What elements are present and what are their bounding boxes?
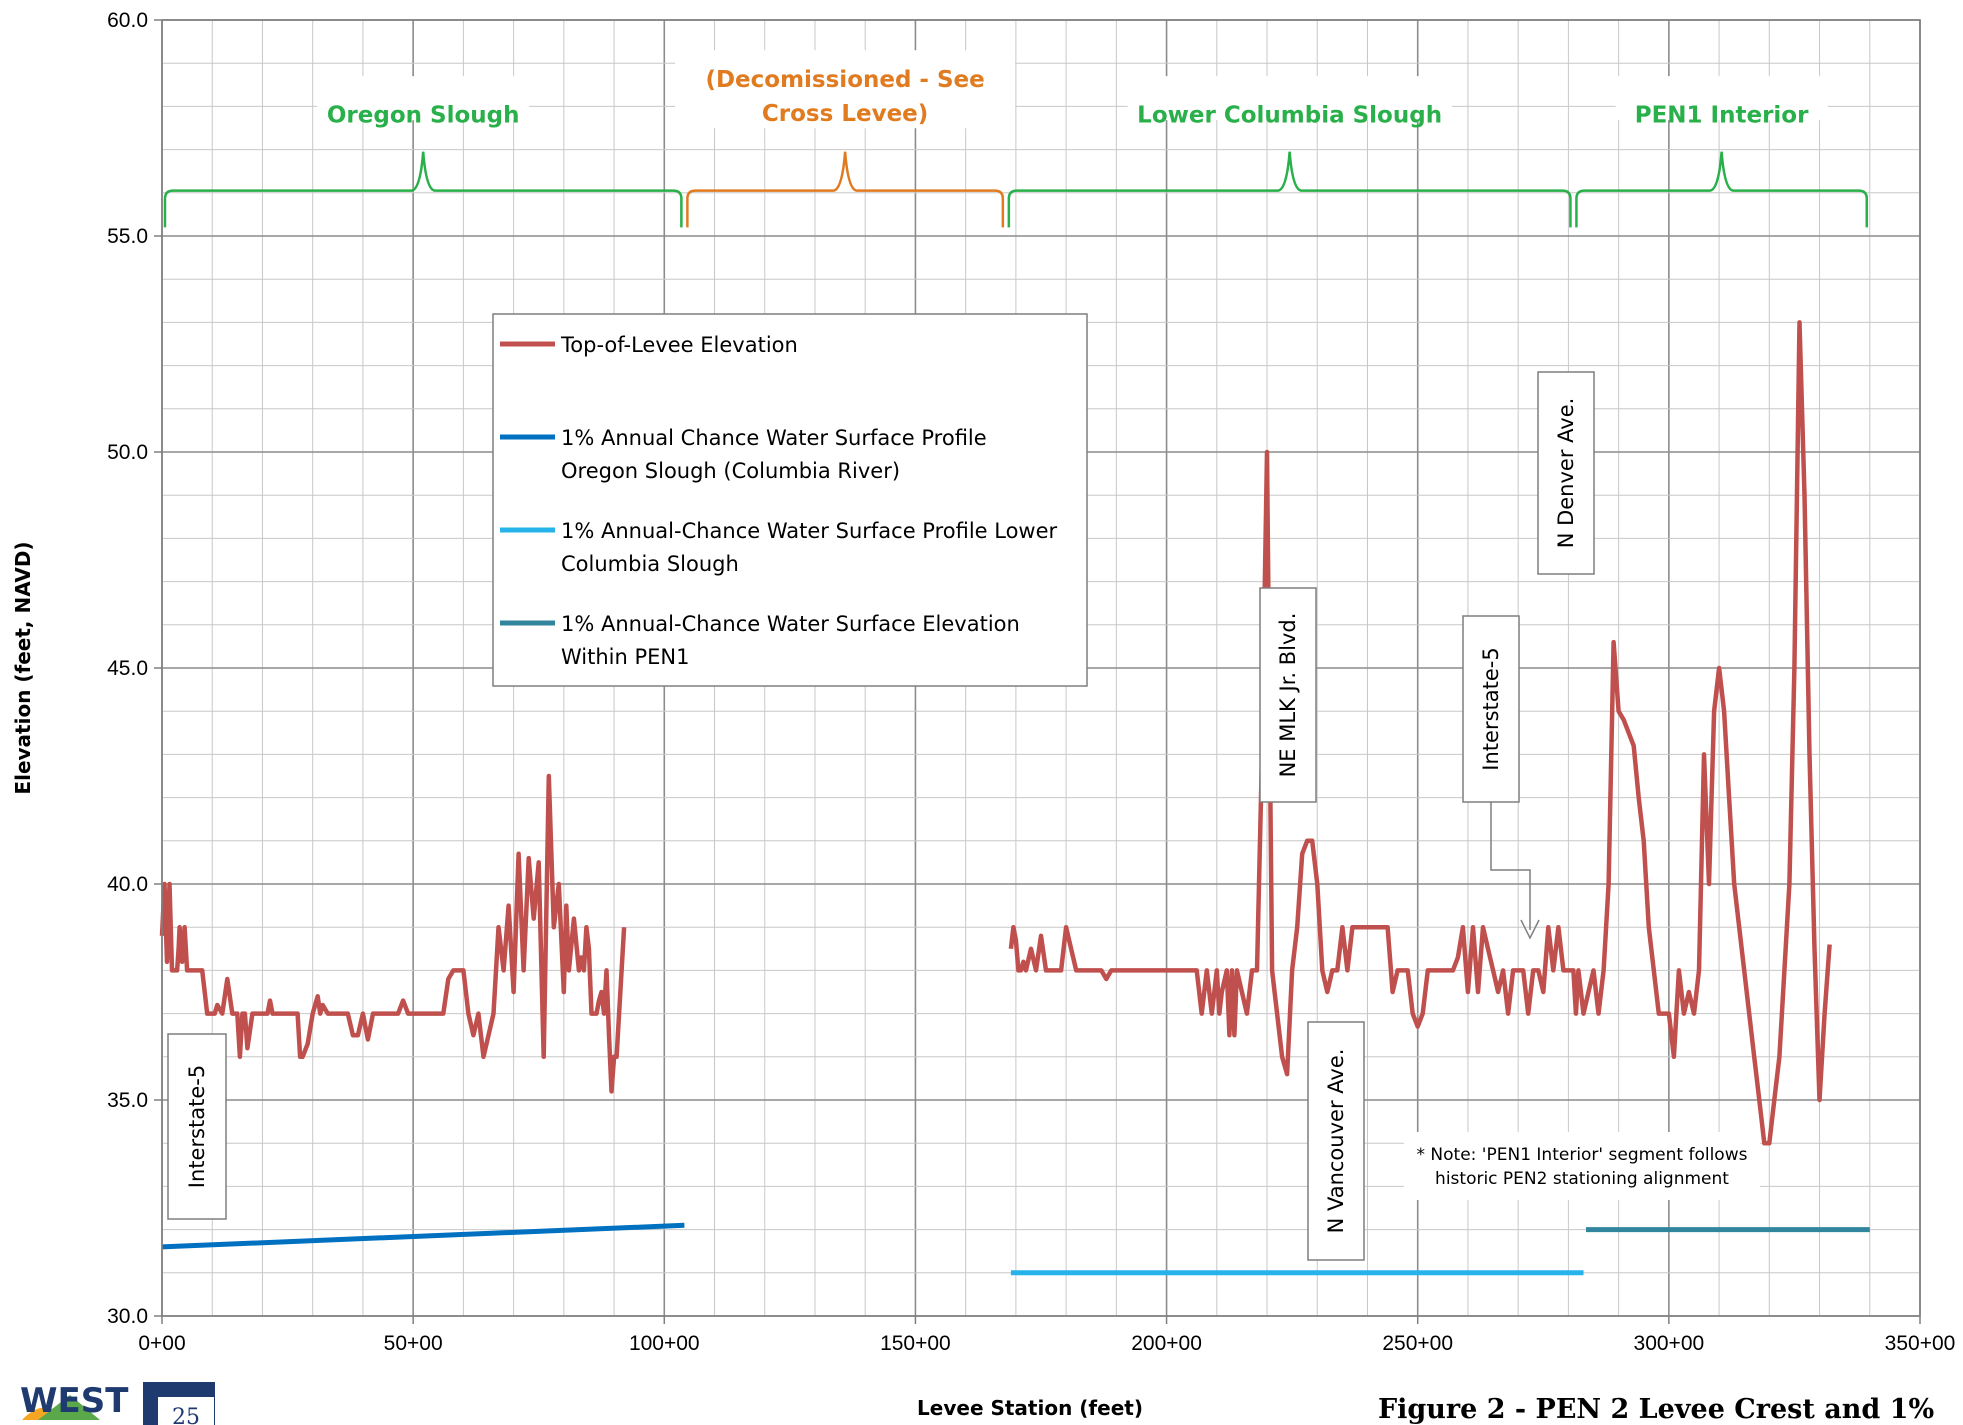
y-tick-label: 35.0 <box>107 1089 148 1112</box>
figure-title: Figure 2 - PEN 2 Levee Crest and 1% <box>1378 1394 1934 1425</box>
y-axis-title: Elevation (feet, NAVD) <box>11 541 35 794</box>
road-label: Interstate-5 <box>1479 647 1503 770</box>
road-label: N Vancouver Ave. <box>1324 1049 1348 1234</box>
segment-label-bg <box>1127 76 1452 121</box>
y-tick-label: 60.0 <box>107 9 148 32</box>
x-tick-label: 100+00 <box>629 1332 700 1355</box>
legend-label: Oregon Slough (Columbia River) <box>561 459 900 483</box>
y-tick-label: 55.0 <box>107 225 148 248</box>
note-line: * Note: 'PEN1 Interior' segment follows <box>1417 1145 1748 1165</box>
leader-arrowhead <box>1520 919 1540 940</box>
road-label-box <box>1462 615 1520 803</box>
top-of-levee-line-0 <box>159 773 627 1094</box>
note-line: historic PEN2 stationing alignment <box>1435 1169 1729 1189</box>
x-axis-title: Levee Station (feet) <box>917 1396 1143 1420</box>
road-label: N Denver Ave. <box>1554 398 1578 549</box>
y-tick-label: 30.0 <box>107 1305 148 1328</box>
x-tick-label: 150+00 <box>880 1332 951 1355</box>
water-surface-line-1 <box>161 1222 685 1250</box>
segment-label: Oregon Slough <box>327 102 520 128</box>
y-tick-label: 50.0 <box>107 441 148 464</box>
x-tick-label: 50+00 <box>384 1332 443 1355</box>
west-logo: WEST <box>20 1381 129 1421</box>
segment-label-line: Cross Levee) <box>762 101 928 127</box>
road-label-box <box>1307 1021 1365 1261</box>
segment-bracket-1 <box>686 151 1005 228</box>
road-label: Interstate-5 <box>185 1065 209 1188</box>
legend-label: 1% Annual-Chance Water Surface Profile L… <box>561 519 1058 543</box>
leader-line <box>1490 802 1531 930</box>
legend: Top-of-Levee Elevation 1% Annual Chance W… <box>492 313 1088 687</box>
legend-box <box>492 313 1088 687</box>
road-label-box <box>1259 587 1317 803</box>
y-tick-label: 45.0 <box>107 657 148 680</box>
legend-label: Columbia Slough <box>561 552 739 576</box>
y-tick-label: 40.0 <box>107 873 148 896</box>
axes: 0+00 50+00 100+00 150+00 200+00 250+00 300+00 3… <box>11 9 1955 1420</box>
svg-text:25: 25 <box>172 1405 200 1425</box>
segment-label-bg <box>1615 76 1828 121</box>
segment-label-bg <box>317 76 530 121</box>
road-label-box <box>167 1033 227 1220</box>
road-label: NE MLK Jr. Blvd. <box>1276 613 1300 778</box>
road-label-box <box>1537 371 1595 575</box>
top-of-levee-line-1 <box>1008 320 1832 1146</box>
segment-label: PEN1 Interior <box>1635 102 1809 128</box>
x-tick-label: 350+00 <box>1885 1332 1956 1355</box>
legend-label: 1% Annual-Chance Water Surface Elevation <box>561 612 1020 636</box>
svg-text:WEST: WEST <box>20 1381 129 1421</box>
legend-label: Within PEN1 <box>561 645 690 669</box>
segment-label-bg <box>675 50 1016 129</box>
x-tick-label: 250+00 <box>1382 1332 1453 1355</box>
segment-label-line: (Decomissioned - See <box>705 67 984 93</box>
data-series <box>159 320 1870 1276</box>
note-bg <box>1404 1132 1760 1200</box>
stationing-note: * Note: 'PEN1 Interior' segment follows h… <box>1404 1132 1760 1200</box>
x-tick-label: 300+00 <box>1634 1332 1705 1355</box>
legend-label: Top-of-Levee Elevation <box>560 333 798 357</box>
segment-bracket-2 <box>1007 151 1572 228</box>
anniversary-badge: 25 <box>143 1382 215 1425</box>
footer: WEST 25 Figure 2 - PEN 2 Levee Crest and… <box>20 1381 1934 1425</box>
segment-bracket-3 <box>1575 151 1869 228</box>
segment-bracket-0 <box>163 151 683 228</box>
segment-label: Lower Columbia Slough <box>1137 102 1442 128</box>
legend-label: 1% Annual Chance Water Surface Profile <box>561 426 987 450</box>
road-annotations: Interstate-5 NE MLK Jr. Blvd. N Vancouver … <box>167 371 1595 1261</box>
x-tick-label: 0+00 <box>138 1332 185 1355</box>
x-tick-label: 200+00 <box>1131 1332 1202 1355</box>
segment-brackets: Oregon Slough (Decomissioned - See Cross L… <box>163 50 1869 228</box>
